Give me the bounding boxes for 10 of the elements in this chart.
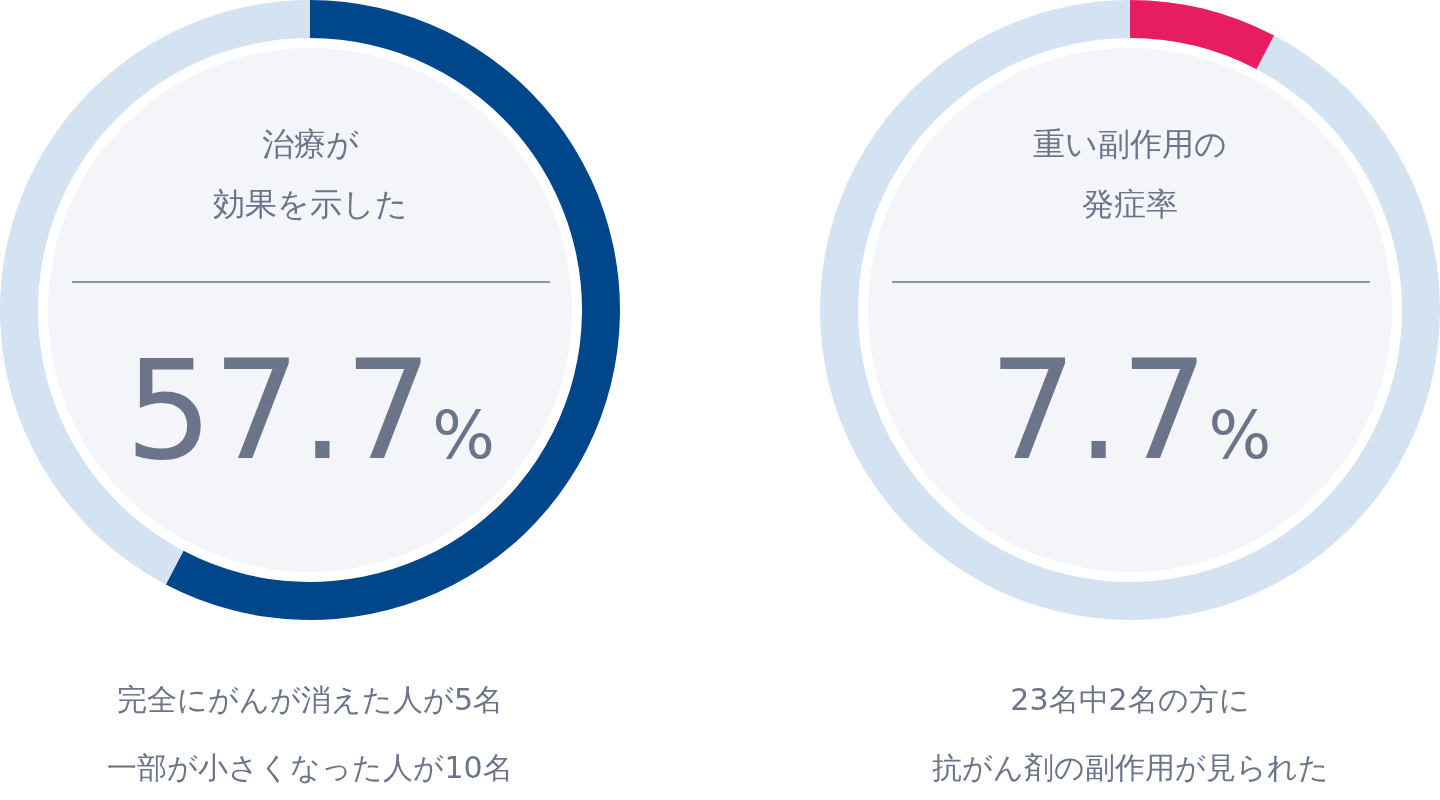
centre-figure: 57.7%: [125, 330, 495, 491]
subtitle: 発症率: [1082, 185, 1178, 223]
title: 治療が: [261, 125, 359, 163]
centre-figure: 7.7%: [988, 330, 1272, 491]
annotation: 一部が小さくなった人が10名: [107, 750, 513, 785]
annotation: 抗がん剤の副作用が見られた: [931, 750, 1329, 785]
title: 重い副作用の: [1033, 125, 1227, 163]
annotation: 23名中2名の方に: [1010, 682, 1250, 717]
annotation: 完全にがんが消えた人が5名: [116, 682, 504, 717]
subtitle: 効果を示した: [212, 185, 408, 223]
